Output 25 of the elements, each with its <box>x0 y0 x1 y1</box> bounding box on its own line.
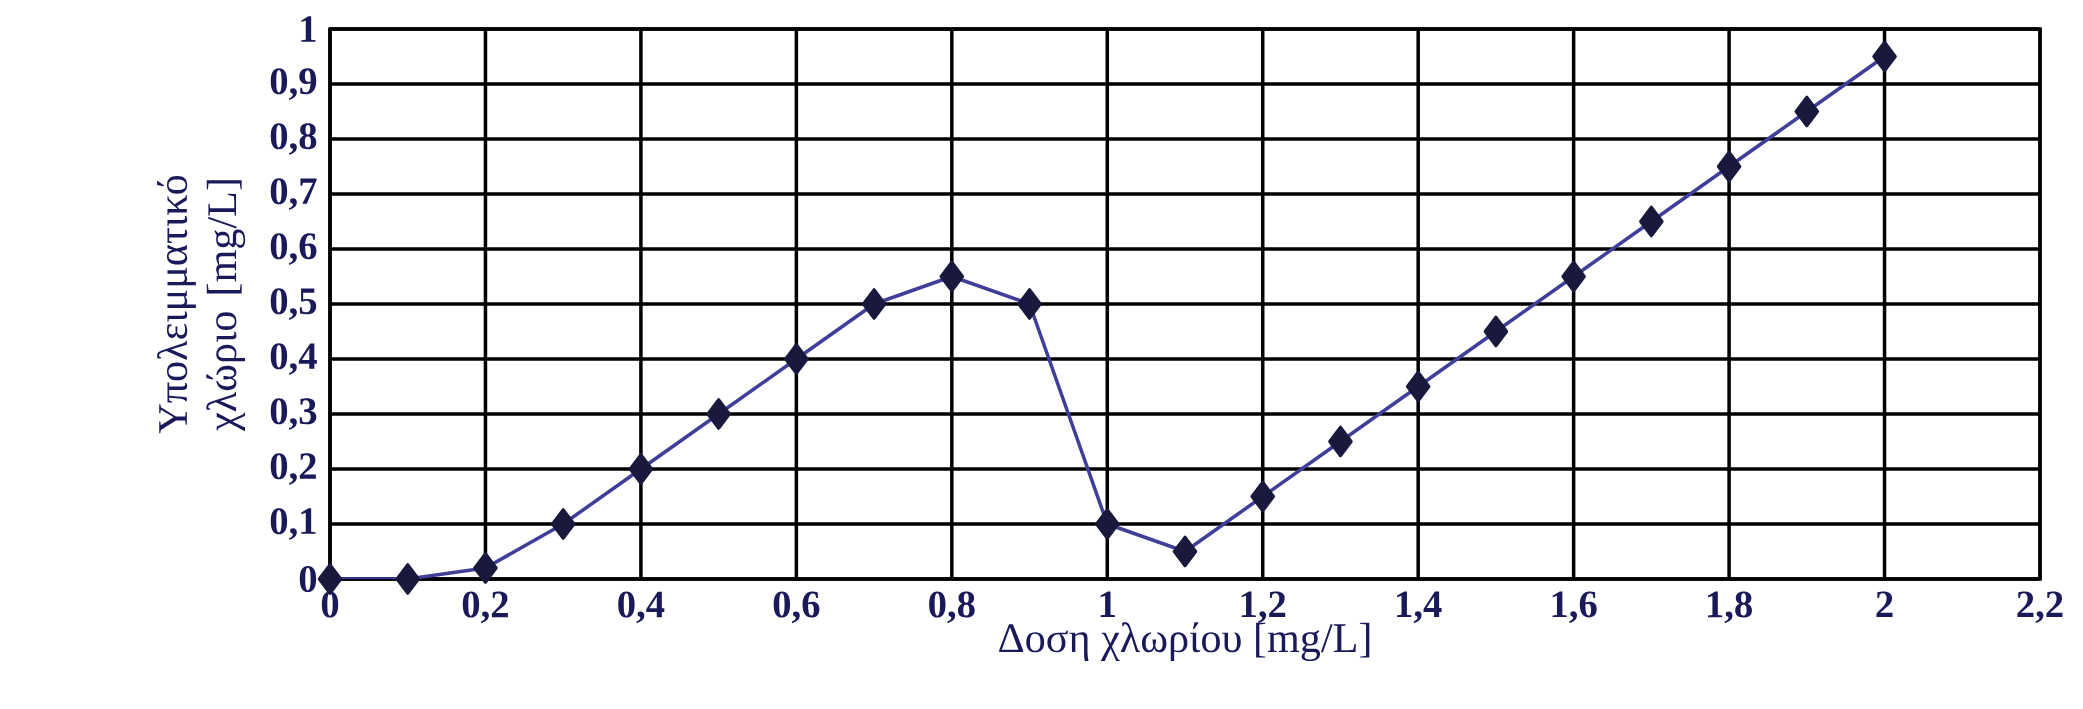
x-tick-label: 0,6 <box>773 591 820 624</box>
y-tick-label: 0,2 <box>270 453 316 485</box>
y-tick-label: 0,5 <box>270 288 317 320</box>
y-tick-label: 0,1 <box>270 508 316 540</box>
x-tick-label: 1,6 <box>1552 591 1597 624</box>
x-tick-label: 0,4 <box>618 591 665 624</box>
x-tick-label: 2,2 <box>2017 591 2063 624</box>
x-axis-title: Δοση χλωρίου [mg/L] <box>999 622 1370 662</box>
y-tick-label: 0,8 <box>270 123 317 155</box>
x-tick-label: 1,8 <box>1708 591 1752 624</box>
x-tick-label: 0 <box>321 591 339 618</box>
x-tick-label: 0,2 <box>462 591 508 624</box>
x-tick-label: 1,2 <box>1241 591 1286 624</box>
y-tick-label: 0,3 <box>270 398 317 430</box>
y-tick-label: 1 <box>301 16 316 42</box>
x-tick-label: 2 <box>1876 591 1893 618</box>
x-tick-label: 1,4 <box>1397 591 1442 623</box>
y-tick-label: 0 <box>299 565 317 593</box>
x-tick-label: 0,8 <box>929 591 975 624</box>
y-tick-label: 0,9 <box>270 68 317 100</box>
y-axis-title: Υπολειμματικό χλώριο [mg/L] <box>157 175 246 434</box>
y-tick-label: 0,7 <box>270 178 317 210</box>
y-tick-label: 0,4 <box>270 343 317 375</box>
y-tick-label: 0,6 <box>270 233 317 265</box>
x-tick-label: 1 <box>1100 591 1115 617</box>
